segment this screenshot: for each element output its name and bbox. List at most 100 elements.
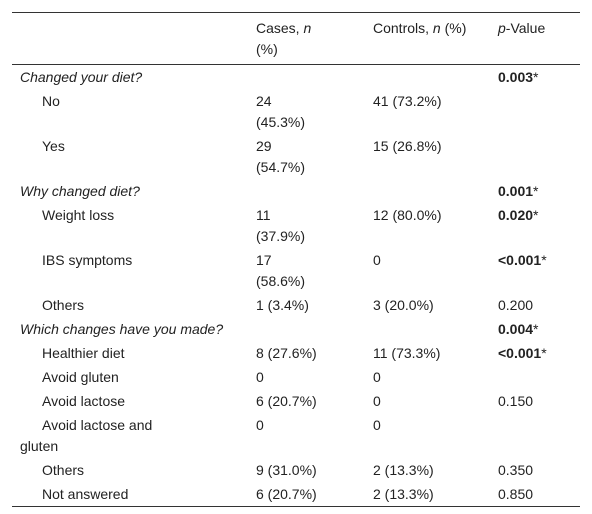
section-text: Why changed diet? — [20, 183, 140, 199]
cases-cell: 9 (31.0%) — [248, 458, 365, 482]
p-value-cell: <0.001* — [490, 248, 580, 293]
controls-cell: 3 (20.0%) — [365, 293, 490, 317]
row-label: Weight loss — [12, 203, 248, 248]
cases-value: 11 (37.9%) — [256, 207, 306, 244]
p-value: 0.001 — [498, 183, 534, 199]
data-table: Cases, n (%) Controls, n (%) p-Value Cha… — [12, 12, 580, 507]
row-label-text: Yes — [42, 138, 65, 154]
controls-cell: 15 (26.8%) — [365, 134, 490, 179]
p-value-cell: 0.350 — [490, 458, 580, 482]
cases-cell: 0 — [248, 365, 365, 389]
row-label: IBS symptoms — [12, 248, 248, 293]
cases-value: 1 (3.4%) — [256, 297, 309, 313]
cases-cell: 29 (54.7%) — [248, 134, 365, 179]
p-value-cell: 0.003* — [490, 65, 580, 90]
header-text: Controls, n (%) — [373, 18, 473, 39]
section-text: Which changes have you made? — [20, 321, 224, 337]
controls-cell: 0 — [365, 413, 490, 458]
significance-mark: * — [541, 252, 547, 268]
cases-value: 6 (20.7%) — [256, 486, 317, 502]
cases-cell: 6 (20.7%) — [248, 482, 365, 507]
row-label-text: Avoid gluten — [42, 369, 119, 385]
row-label-text: Avoid lactose — [42, 393, 126, 409]
significance-mark: * — [541, 345, 547, 361]
p-value: 0.003 — [498, 69, 534, 85]
controls-cell: 11 (73.3%) — [365, 341, 490, 365]
cases-cell: 1 (3.4%) — [248, 293, 365, 317]
cases-cell: 11 (37.9%) — [248, 203, 365, 248]
p-value-cell: 0.850 — [490, 482, 580, 507]
controls-value: 3 (20.0%) — [373, 297, 434, 313]
row-label: Avoid lactose — [12, 389, 248, 413]
header-cell: p-Value — [490, 12, 580, 65]
controls-value: 0 — [373, 417, 381, 433]
controls-value: 2 (13.3%) — [373, 486, 434, 502]
row-label-text: Others — [42, 462, 85, 478]
row-label-text: Others — [42, 297, 85, 313]
controls-value: 11 (73.3%) — [373, 345, 441, 361]
cases-cell: 8 (27.6%) — [248, 341, 365, 365]
cases-cell: 0 — [248, 413, 365, 458]
p-value-cell: <0.001* — [490, 341, 580, 365]
item-row: Weight loss 11 (37.9%) 12 (80.0%) 0.020* — [12, 203, 580, 248]
cases-cell: 24 (45.3%) — [248, 89, 365, 134]
cases-value: 29 (54.7%) — [256, 138, 306, 175]
p-value-cell: 0.001* — [490, 179, 580, 203]
section-label: Which changes have you made? — [12, 317, 490, 341]
p-value: 0.020 — [498, 207, 534, 223]
section-label: Changed your diet? — [12, 65, 490, 90]
item-row: Healthier diet 8 (27.6%) 11 (73.3%) <0.001* — [12, 341, 580, 365]
row-label-text: IBS symptoms — [42, 252, 133, 268]
controls-cell: 2 (13.3%) — [365, 458, 490, 482]
section-row: Which changes have you made? 0.004* — [12, 317, 580, 341]
header-part: -Value — [505, 20, 546, 36]
controls-cell: 0 — [365, 365, 490, 389]
controls-value: 2 (13.3%) — [373, 462, 434, 478]
header-part: n — [303, 20, 312, 36]
header-part: Controls, — [373, 20, 433, 36]
item-row: IBS symptoms 17 (58.6%) 0 <0.001* — [12, 248, 580, 293]
item-row: Others 1 (3.4%) 3 (20.0%) 0.200 — [12, 293, 580, 317]
p-value: 0.350 — [498, 462, 534, 478]
p-value-cell: 0.150 — [490, 389, 580, 413]
cases-value: 8 (27.6%) — [256, 345, 317, 361]
controls-value: 0 — [373, 252, 381, 268]
p-value: <0.001 — [498, 252, 542, 268]
item-row: Others 9 (31.0%) 2 (13.3%) 0.350 — [12, 458, 580, 482]
row-label: Others — [12, 458, 248, 482]
p-value-cell: 0.004* — [490, 317, 580, 341]
significance-mark: * — [533, 183, 539, 199]
row-label: No — [12, 89, 248, 134]
row-label-text: No — [42, 93, 60, 109]
cases-value: 24 (45.3%) — [256, 93, 306, 130]
section-row: Changed your diet? 0.003* — [12, 65, 580, 90]
significance-mark: * — [533, 69, 539, 85]
item-row: Yes 29 (54.7%) 15 (26.8%) — [12, 134, 580, 179]
controls-cell: 41 (73.2%) — [365, 89, 490, 134]
header-cell — [12, 12, 248, 65]
cases-value: 17 (58.6%) — [256, 252, 306, 289]
header-part: n — [432, 20, 441, 36]
cases-cell: 6 (20.7%) — [248, 389, 365, 413]
header-part: (%) — [440, 20, 467, 36]
row-label: Yes — [12, 134, 248, 179]
significance-mark: * — [533, 321, 539, 337]
controls-cell: 0 — [365, 248, 490, 293]
p-value: 0.004 — [498, 321, 534, 337]
p-value: 0.200 — [498, 297, 534, 313]
row-label: Healthier diet — [12, 341, 248, 365]
row-label-text: Healthier diet — [42, 345, 125, 361]
header-cell: Controls, n (%) — [365, 12, 490, 65]
p-value-cell — [490, 413, 580, 458]
p-value: 0.850 — [498, 486, 534, 502]
controls-cell: 0 — [365, 389, 490, 413]
table-header: Cases, n (%) Controls, n (%) p-Value — [12, 12, 580, 65]
p-value-cell: 0.020* — [490, 203, 580, 248]
p-value-cell — [490, 89, 580, 134]
header-part: Cases, — [256, 20, 304, 36]
cases-value: 0 — [256, 369, 264, 385]
p-value: 0.150 — [498, 393, 534, 409]
controls-cell: 2 (13.3%) — [365, 482, 490, 507]
cases-value: 0 — [256, 417, 264, 433]
